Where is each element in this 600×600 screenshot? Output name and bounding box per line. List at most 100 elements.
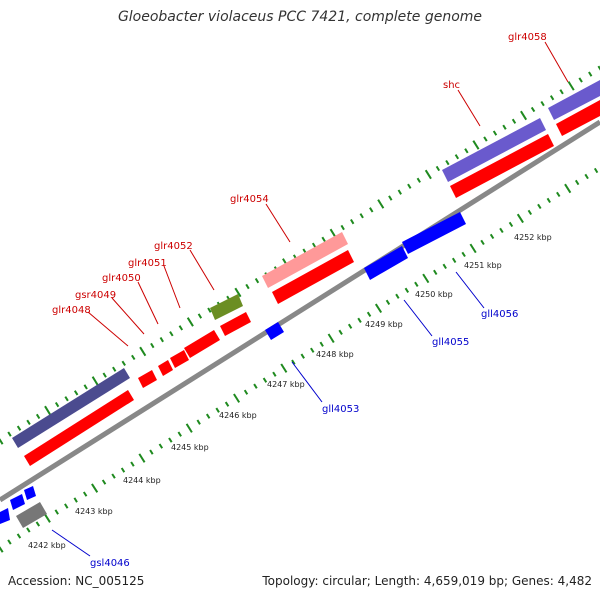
feature-purple-2[interactable] [442,118,546,182]
scale-label-4251: 4251 kbp [464,261,502,270]
inner-tick-59 [556,191,561,198]
inner-tick-28 [262,377,268,383]
gene-glr4050[interactable] [158,360,173,376]
gene-gll4053[interactable] [265,322,284,340]
inner-tick-57 [537,203,542,210]
outer-tick-36 [340,224,345,231]
inner-tick-44 [414,281,419,287]
gene-gsl4046-a[interactable] [0,508,10,524]
label-glr4051[interactable]: glr4051 [128,258,167,269]
inner-tick-39 [366,311,372,317]
inner-tick-31 [291,359,296,365]
inner-tick-36 [338,329,343,335]
gene-glr4052-a[interactable] [184,330,220,358]
gene-gll4055[interactable] [364,246,408,280]
outer-tick-20 [186,317,194,327]
label-glr4048[interactable]: glr4048 [52,305,91,316]
label-glr4052[interactable]: glr4052 [154,241,193,252]
gene-glr4051[interactable] [170,350,189,368]
outer-tick-45 [424,169,432,180]
inner-tick-40 [374,303,383,314]
inner-tick-5 [43,513,51,523]
inner-tick-10 [91,483,99,493]
feature-purple-1[interactable] [12,368,130,448]
inner-tick-11 [101,479,107,485]
inner-tick-52 [489,233,495,240]
inner-tick-56 [527,209,533,216]
scale-label-4250: 4250 kbp [415,290,453,299]
outer-tick-49 [464,148,469,154]
gene-glr4058[interactable] [556,100,600,136]
label-gll4055[interactable]: gll4055 [432,337,469,348]
label-glr4058[interactable]: glr4058 [508,32,547,43]
outer-tick-48 [454,154,460,160]
outer-tick-22 [207,307,212,313]
inner-tick-13 [120,467,126,473]
outer-tick-27 [254,277,260,284]
outer-tick-9 [83,384,88,390]
gene-glr4054-pseudo[interactable] [262,232,348,288]
outer-tick-59 [559,89,564,95]
inner-tick-30 [280,363,288,373]
inner-tick-27 [253,383,258,389]
inner-tick-60 [564,183,572,194]
gene-glr4054[interactable] [272,250,354,304]
scale-label-4252: 4252 kbp [514,233,552,242]
inner-tick-51 [480,239,485,246]
gene-glr4052-rna[interactable] [210,294,243,320]
label-gsl4046[interactable]: gsl4046 [90,558,130,569]
outer-tick-58 [549,95,555,101]
outer-tick-4 [35,413,41,420]
label-gll4053[interactable]: gll4053 [322,404,359,415]
gene-glr4052-b[interactable] [220,312,251,336]
inner-tick-3 [26,527,31,533]
gene-gsl4046-b[interactable] [10,494,25,510]
outer-tick-51 [483,136,488,142]
outer-tick-50 [472,140,480,150]
inner-tick-55 [516,213,524,224]
inner-tick-63 [593,167,599,174]
outer-tick-43 [407,183,412,189]
outer-tick-8 [73,390,79,396]
label-gsr4049[interactable]: gsr4049 [75,290,116,301]
inner-tick-20 [185,423,193,433]
outer-tick-40 [377,199,385,209]
outer-tick-15 [139,346,147,357]
outer-tick-ring [0,65,600,445]
leader-gsl4046 [51,529,91,557]
inner-tick-49 [461,251,466,258]
gene-gsr4049[interactable] [138,370,157,388]
outer-tick-52 [492,130,498,136]
inner-tick-15 [138,453,146,463]
label-glr4054[interactable]: glr4054 [230,194,269,205]
outer-tick-38 [359,213,364,219]
inner-tick-23 [215,407,220,413]
gene-shc[interactable] [450,134,554,198]
inner-tick-62 [584,173,589,180]
inner-tick-4 [35,521,41,527]
inner-tick-48 [451,257,457,264]
inner-tick-50 [469,243,477,254]
outer-tick-47 [445,159,450,166]
feature-gray[interactable] [16,502,47,528]
gene-gll4056[interactable] [402,212,466,254]
outer-tick-37 [350,218,355,225]
gene-glr4048[interactable] [24,390,134,466]
map-title: Gloeobacter violaceus PCC 7421, complete… [117,9,483,25]
label-shc[interactable]: shc [443,80,460,91]
leader-gll4055 [403,299,433,337]
gene-gsl4046-c[interactable] [24,486,36,500]
leader-glr4051 [163,265,181,309]
scale-label-4249: 4249 kbp [365,320,403,329]
inner-tick-24 [224,401,230,407]
gene-label-layer: glr4048 gsr4049 glr4050 glr4051 glr4052 … [52,32,547,569]
inner-tick-34 [319,341,324,347]
label-gll4056[interactable]: gll4056 [481,309,518,320]
outer-tick-46 [435,165,441,172]
outer-tick-53 [502,124,507,130]
scale-label-4245: 4245 kbp [171,443,209,452]
inner-tick-45 [422,273,430,284]
feature-purple-3[interactable] [548,80,600,120]
label-glr4050[interactable]: glr4050 [102,273,141,284]
